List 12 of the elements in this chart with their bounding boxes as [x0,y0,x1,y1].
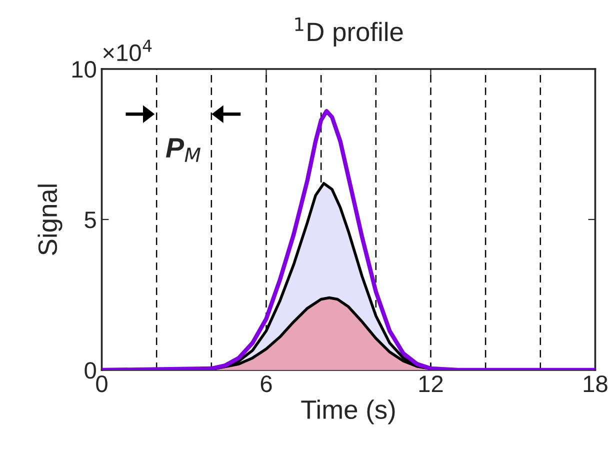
y-axis-title: Signal [38,184,62,255]
chart-title: $^{1}$D profile [295,17,403,46]
y-tick-label: 5 [84,212,96,228]
x-axis-title: Time (s) [301,400,395,424]
y-tick-label: 10 [72,61,96,78]
x-tick-label: 6 [260,375,272,392]
text: ×10$^{4}$ [103,40,152,62]
x-tick-label: 0 [96,375,108,392]
x-tick-label: 18 [584,375,608,392]
x-tick-label: 12 [419,375,443,392]
annotation: P$_{M}$ [166,138,201,162]
y-tick-label: 0 [84,362,96,379]
